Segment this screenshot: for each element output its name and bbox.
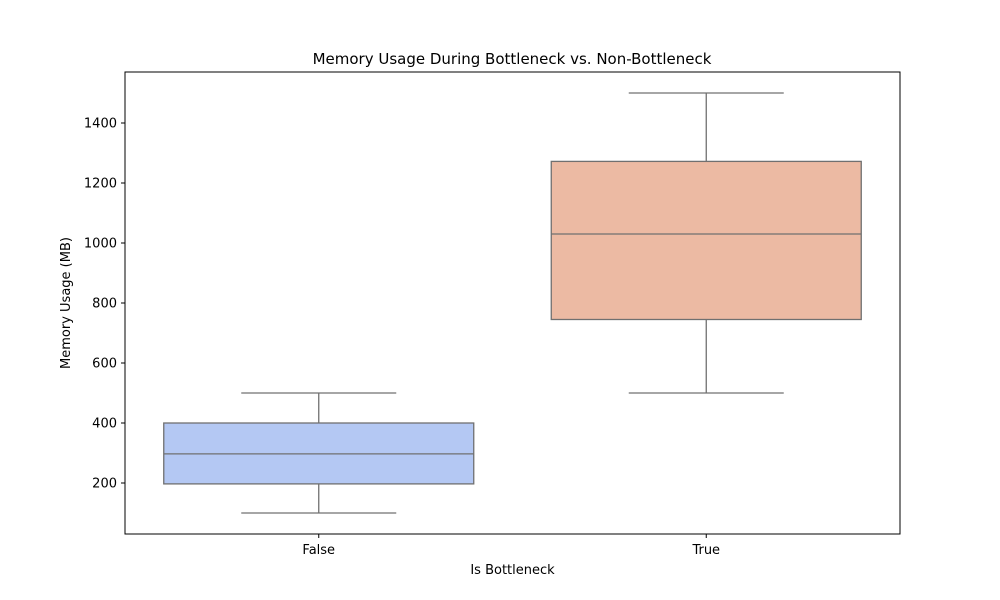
y-tick-label: 800 (92, 297, 117, 312)
box-false (163, 392, 475, 514)
y-tick-label: 600 (92, 357, 117, 372)
x-axis-label: Is Bottleneck (470, 563, 555, 578)
x-tick-label-false: False (302, 543, 335, 558)
plot-area (163, 92, 862, 514)
y-axis: 200 400 600 800 1000 1200 1400 (84, 117, 125, 492)
y-axis-label: Memory Usage (MB) (59, 237, 74, 369)
box-true (550, 92, 862, 394)
y-tick-label: 1000 (84, 237, 117, 252)
x-tick-label-true: True (691, 543, 720, 558)
x-axis: False True (302, 534, 720, 558)
chart-title: Memory Usage During Bottleneck vs. Non-B… (313, 50, 712, 68)
y-tick-label: 400 (92, 417, 117, 432)
y-tick-label: 1200 (84, 177, 117, 192)
y-tick-label: 1400 (84, 117, 117, 132)
iqr-box (550, 160, 862, 321)
y-tick-label: 200 (92, 477, 117, 492)
